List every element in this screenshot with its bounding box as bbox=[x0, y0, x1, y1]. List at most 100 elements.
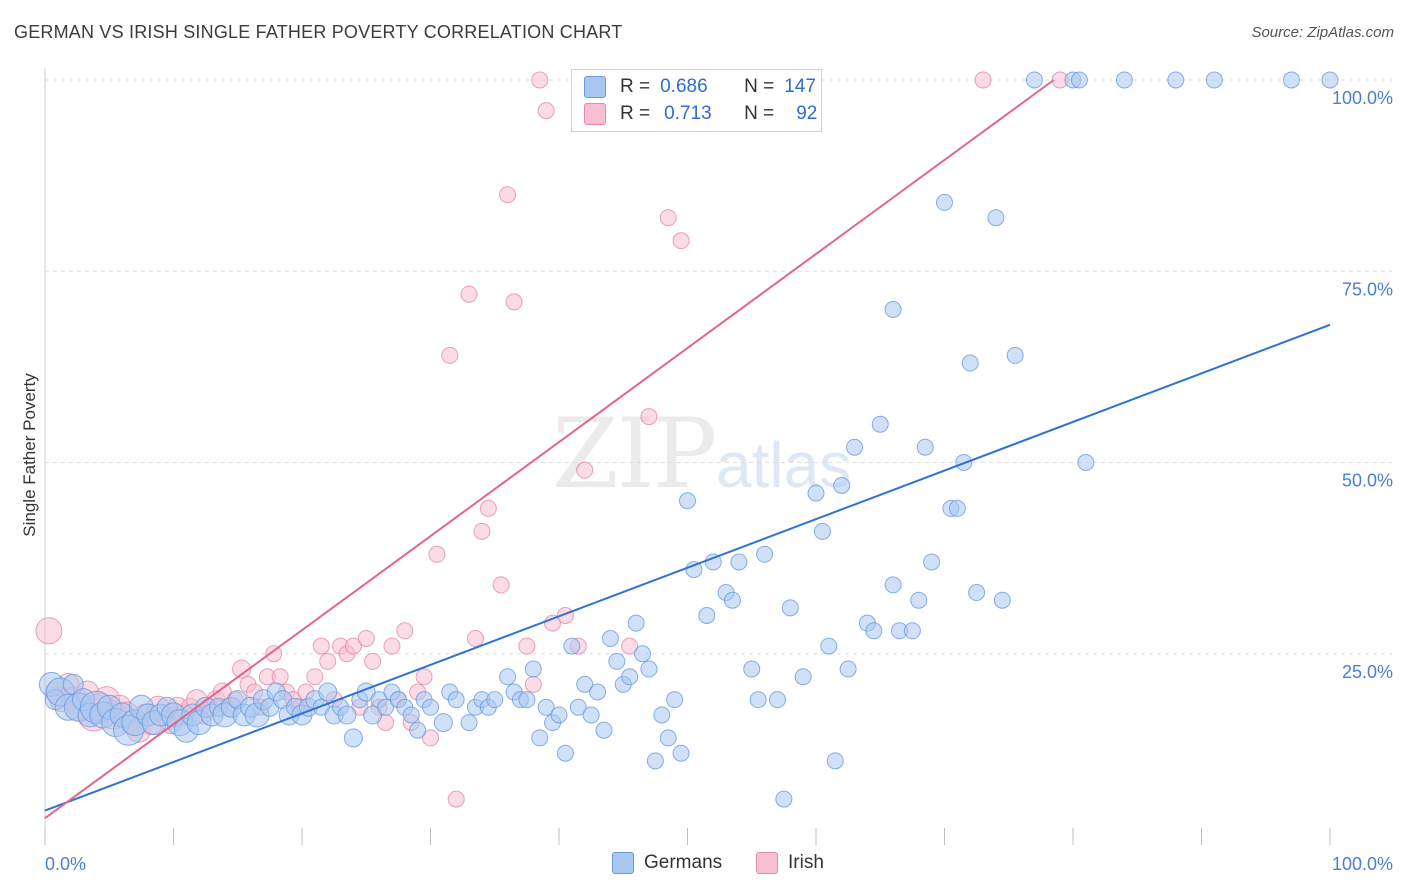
german-point bbox=[679, 492, 696, 510]
german-point bbox=[961, 354, 979, 372]
german-point bbox=[589, 683, 607, 701]
german-point bbox=[1205, 71, 1223, 89]
irish-r-value: 0.713 bbox=[664, 103, 712, 124]
irish-legend-label: Irish bbox=[788, 852, 824, 873]
irish-point bbox=[492, 576, 510, 594]
y-tick-label: 75.0% bbox=[1342, 279, 1393, 299]
german-point bbox=[826, 752, 844, 770]
german-point bbox=[646, 752, 664, 770]
germans-n-value: 147 bbox=[784, 76, 816, 97]
n-label: N = bbox=[744, 76, 775, 97]
german-point bbox=[749, 691, 767, 709]
irish-point bbox=[524, 675, 542, 693]
german-point bbox=[1282, 71, 1300, 89]
irish-point bbox=[466, 629, 484, 647]
germans-trend-line bbox=[44, 323, 1331, 812]
german-point bbox=[781, 599, 799, 617]
irish-point bbox=[531, 71, 549, 89]
german-point bbox=[550, 706, 568, 724]
german-point bbox=[839, 660, 857, 678]
irish-legend-swatch bbox=[756, 852, 778, 874]
irish-point bbox=[364, 652, 382, 670]
german-point bbox=[723, 591, 741, 609]
irish-point bbox=[505, 293, 523, 311]
irish-point bbox=[518, 637, 536, 655]
german-point bbox=[608, 652, 626, 670]
german-point bbox=[865, 622, 883, 640]
r-label: R = bbox=[620, 103, 651, 124]
irish-point bbox=[312, 637, 330, 655]
german-point bbox=[807, 484, 825, 502]
irish-point bbox=[537, 102, 555, 120]
legend-item-germans[interactable]: Germans bbox=[612, 852, 722, 874]
irish-point bbox=[447, 790, 465, 808]
german-point bbox=[447, 691, 465, 709]
german-point bbox=[1006, 346, 1024, 364]
germans-swatch bbox=[584, 76, 606, 98]
german-point bbox=[794, 668, 812, 686]
german-point bbox=[1070, 71, 1088, 89]
german-point bbox=[756, 545, 774, 563]
german-point bbox=[813, 522, 831, 540]
german-point bbox=[460, 714, 478, 732]
german-point bbox=[518, 691, 536, 709]
german-point bbox=[563, 637, 581, 655]
legend-row-germans: R = 0.686 N = 147 bbox=[584, 75, 816, 99]
irish-swatch bbox=[584, 103, 606, 125]
r-label: R = bbox=[620, 76, 651, 97]
y-tick-label: 100.0% bbox=[1332, 88, 1393, 108]
irish-n-value: 92 bbox=[796, 103, 818, 124]
irish-point bbox=[640, 408, 658, 426]
german-point bbox=[337, 705, 357, 725]
german-point bbox=[409, 721, 427, 739]
irish-point bbox=[473, 522, 491, 540]
irish-point bbox=[672, 232, 690, 250]
german-point bbox=[871, 415, 889, 433]
german-point bbox=[993, 591, 1011, 609]
irish-point bbox=[621, 637, 639, 655]
irish-point bbox=[499, 186, 517, 204]
german-point bbox=[653, 706, 671, 724]
german-point bbox=[556, 744, 574, 762]
german-point bbox=[916, 438, 934, 456]
german-point bbox=[672, 744, 690, 762]
german-point bbox=[1077, 454, 1095, 471]
legend-item-irish[interactable]: Irish bbox=[756, 852, 824, 874]
germans-legend-swatch bbox=[612, 852, 634, 874]
german-point bbox=[936, 193, 953, 211]
german-point bbox=[820, 637, 838, 655]
irish-point bbox=[319, 652, 337, 670]
german-point bbox=[884, 301, 902, 318]
irish-point bbox=[383, 637, 401, 655]
german-point bbox=[621, 668, 639, 686]
german-point bbox=[499, 668, 517, 686]
german-point bbox=[402, 706, 420, 724]
y-tick-label: 50.0% bbox=[1342, 471, 1393, 491]
german-point bbox=[743, 660, 761, 678]
german-point bbox=[486, 691, 504, 709]
german-point bbox=[1321, 71, 1339, 89]
source-credit: Source: ZipAtlas.com bbox=[1251, 24, 1394, 41]
irish-point bbox=[35, 617, 63, 645]
german-point bbox=[659, 729, 677, 747]
german-point bbox=[422, 698, 439, 716]
watermark-zip: ZIP bbox=[552, 398, 717, 510]
irish-point bbox=[460, 285, 478, 303]
watermark-atlas: atlas bbox=[716, 429, 852, 501]
german-point bbox=[698, 607, 716, 624]
german-point bbox=[730, 553, 748, 571]
irish-point bbox=[306, 668, 324, 686]
german-point bbox=[968, 584, 986, 602]
irish-point bbox=[415, 668, 433, 686]
german-point bbox=[363, 705, 383, 725]
german-point bbox=[884, 576, 902, 594]
irish-point bbox=[344, 637, 362, 655]
irish-point bbox=[428, 545, 446, 563]
german-point bbox=[640, 660, 658, 678]
german-point bbox=[576, 675, 594, 693]
german-point bbox=[318, 682, 338, 702]
german-point bbox=[595, 721, 613, 739]
irish-point bbox=[396, 622, 414, 640]
german-point bbox=[343, 728, 363, 748]
